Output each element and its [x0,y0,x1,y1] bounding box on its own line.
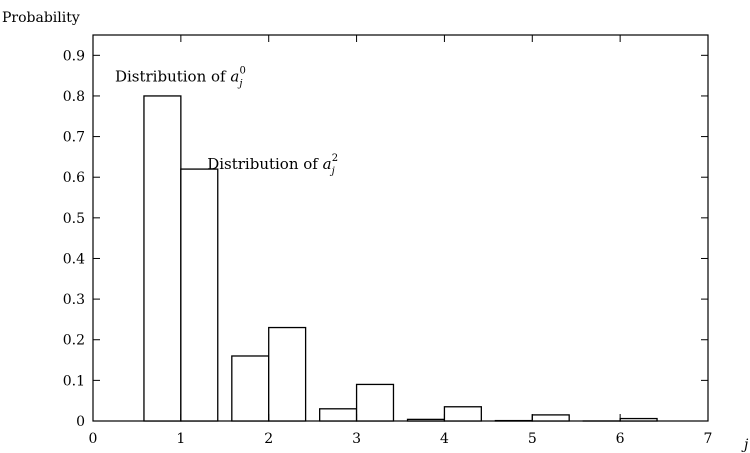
y-tick-label: 0.8 [63,89,85,105]
x-tick-label: 1 [176,431,185,447]
bar-dist-a2 [443,406,482,422]
bar-dist-a0 [406,418,446,422]
series-annotation-0: Distribution of aj0 [115,66,246,90]
y-tick-label: 0.3 [63,292,85,308]
y-tick-label: 0.9 [63,48,85,64]
x-axis-title: j [741,437,749,453]
bar-dist-a2 [355,383,395,422]
y-tick-label: 0.2 [63,333,85,349]
plot-frame [92,34,709,422]
x-tick-label: 0 [89,431,98,447]
x-tick-label: 2 [264,431,273,447]
y-axis-title: Probability [2,10,80,26]
bar-dist-a0 [143,95,182,422]
y-tick-label: 0.1 [63,373,85,389]
y-tick-label: 0.7 [63,130,85,146]
ticks-group: 0 0.1 0.2 0.3 0.4 0.5 0.6 0.7 0.8 0.9 0 1 2 3 4 5 6 7 [63,35,713,447]
x-tick-label: 4 [440,431,449,447]
bar-dist-a2 [619,417,658,422]
y-tick-label: 0.6 [63,170,85,186]
bar-dist-a0 [319,408,358,422]
bar-dist-a2 [180,168,219,422]
y-tick-label: 0.4 [63,251,85,267]
axes-frame [92,34,709,422]
x-tick-label: 7 [704,431,713,447]
y-tick-label: 0 [76,414,85,430]
x-tick-label: 6 [616,431,625,447]
bar-dist-a0 [231,355,270,422]
bar-dist-a2 [268,326,307,422]
bars-group [143,95,658,422]
bar-dist-a2 [531,414,570,422]
annotations-group: Distribution of aj0 Distribution of aj2 [115,66,338,177]
series-annotation-1: Distribution of aj2 [207,153,338,177]
x-tick-label: 5 [528,431,537,447]
y-tick-label: 0.5 [63,211,85,227]
x-tick-label: 3 [352,431,361,447]
